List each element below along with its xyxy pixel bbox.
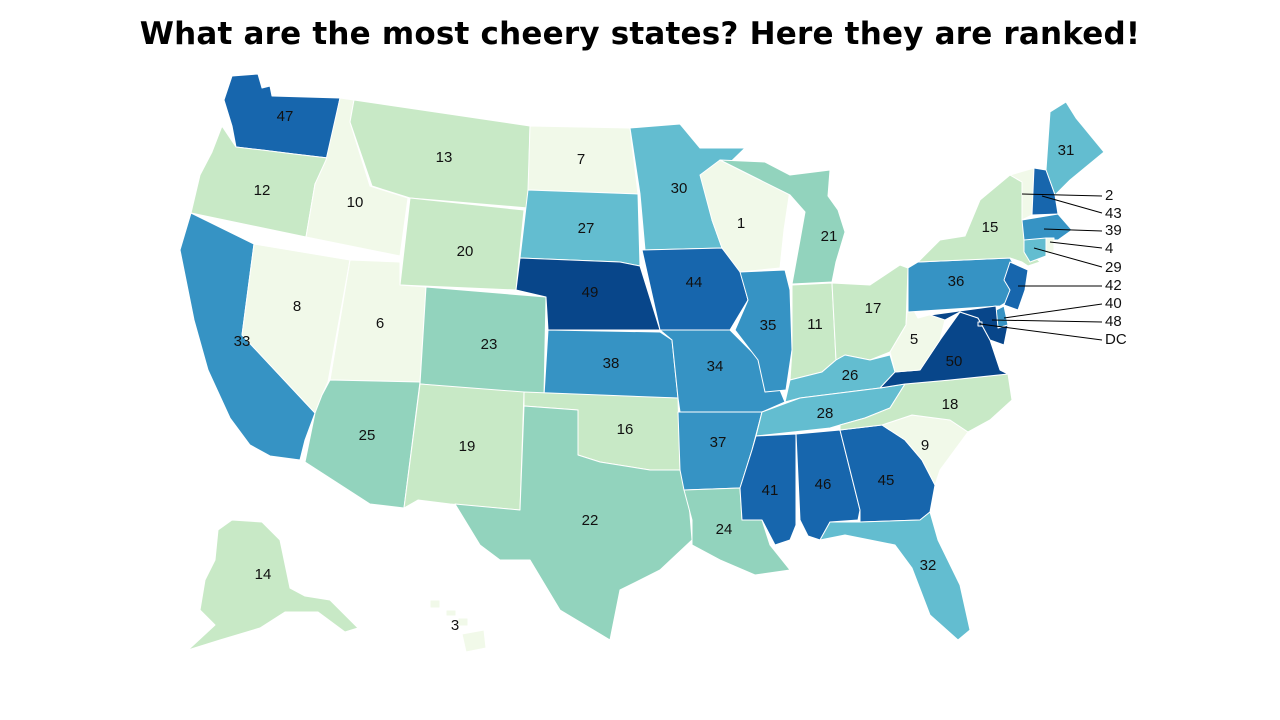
- rank-label-il: 35: [760, 317, 777, 334]
- rank-label-sc: 9: [921, 437, 929, 454]
- callout-label-ma: 39: [1105, 222, 1122, 239]
- rank-label-ut: 6: [376, 315, 384, 332]
- state-mo: [659, 329, 786, 413]
- rank-label-in: 11: [807, 316, 823, 333]
- rank-label-id: 10: [347, 194, 364, 211]
- rank-label-ks: 38: [603, 355, 620, 372]
- rank-label-oh: 17: [865, 300, 882, 317]
- callout-label-md: 48: [1105, 313, 1122, 330]
- state-ms: [739, 433, 797, 546]
- callout-label-dc: DC: [1105, 331, 1127, 348]
- rank-label-ny: 15: [982, 219, 999, 236]
- rank-label-ak: 14: [255, 566, 272, 583]
- leader-line-dc: [979, 323, 1103, 341]
- rank-label-ms: 41: [762, 482, 779, 499]
- callout-label-nh: 43: [1105, 205, 1122, 222]
- callout-label-de: 40: [1105, 295, 1122, 312]
- state-me: [1045, 101, 1105, 196]
- state-nh: [1031, 167, 1059, 216]
- rank-label-va: 50: [946, 353, 963, 370]
- callout-label-ct: 29: [1105, 259, 1122, 276]
- rank-label-sd: 27: [578, 220, 595, 237]
- rank-label-tn: 28: [817, 405, 834, 422]
- rank-label-al: 46: [815, 476, 832, 493]
- rank-label-fl: 32: [920, 557, 937, 574]
- state-fl: [819, 511, 971, 641]
- rank-label-pa: 36: [948, 273, 965, 290]
- rank-label-co: 23: [481, 336, 498, 353]
- rank-label-wa: 47: [277, 108, 294, 125]
- state-ma: [1021, 213, 1073, 241]
- state-mi: [719, 159, 846, 285]
- rank-label-mi: 21: [821, 228, 838, 245]
- state-nj: [1003, 261, 1029, 311]
- state-az: [304, 379, 421, 509]
- rank-label-or: 12: [254, 182, 271, 199]
- leader-line-ma: [1043, 228, 1103, 232]
- callout-label-nj: 42: [1105, 277, 1122, 294]
- leader-line-ri: [1049, 241, 1103, 249]
- rank-label-ok: 16: [617, 421, 634, 438]
- rank-label-wv: 5: [910, 331, 918, 348]
- rank-labels: 47 12 33 10 8 13 20 6 25 23 19 7 27 49 3…: [234, 108, 1075, 634]
- rank-label-ne: 49: [582, 284, 599, 301]
- state-ak: [187, 519, 359, 651]
- state-ne: [515, 257, 661, 331]
- callout-leader-lines: [979, 193, 1103, 341]
- rank-label-nv: 8: [293, 298, 301, 315]
- callout-labels: 2 43 39 4 29 42 40 48 DC: [1105, 187, 1127, 348]
- states-layer: [179, 73, 1105, 653]
- leader-line-nh: [1041, 195, 1103, 214]
- rank-label-nc: 18: [942, 396, 959, 413]
- callout-label-vt: 2: [1105, 187, 1113, 204]
- rank-label-ca: 33: [234, 333, 251, 350]
- state-md: [929, 305, 1009, 346]
- state-tx: [454, 405, 693, 641]
- rank-label-az: 25: [359, 427, 376, 444]
- rank-label-mn: 30: [671, 180, 688, 197]
- rank-label-mt: 13: [436, 149, 453, 166]
- rank-label-ar: 37: [710, 434, 727, 451]
- rank-label-me: 31: [1058, 142, 1075, 159]
- state-ct: [1023, 237, 1047, 263]
- rank-label-la: 24: [716, 521, 733, 538]
- map-title: What are the most cheery states? Here th…: [139, 16, 1141, 52]
- rank-label-mo: 34: [707, 358, 724, 375]
- rank-label-nm: 19: [459, 438, 476, 455]
- state-hi: [429, 599, 487, 653]
- leader-line-de: [1003, 303, 1103, 319]
- leader-line-vt: [1021, 193, 1103, 197]
- rank-label-wi: 1: [737, 215, 745, 232]
- state-il: [734, 269, 793, 393]
- rank-label-hi: 3: [451, 617, 459, 634]
- rank-label-ga: 45: [878, 472, 895, 489]
- rank-label-ia: 44: [686, 274, 703, 291]
- callout-label-ri: 4: [1105, 240, 1113, 257]
- rank-label-ky: 26: [842, 367, 859, 384]
- rank-label-tx: 22: [582, 512, 599, 529]
- rank-label-nd: 7: [577, 151, 585, 168]
- leader-line-md: [991, 319, 1103, 323]
- leader-line-ct: [1033, 247, 1103, 268]
- rank-label-wy: 20: [457, 243, 474, 260]
